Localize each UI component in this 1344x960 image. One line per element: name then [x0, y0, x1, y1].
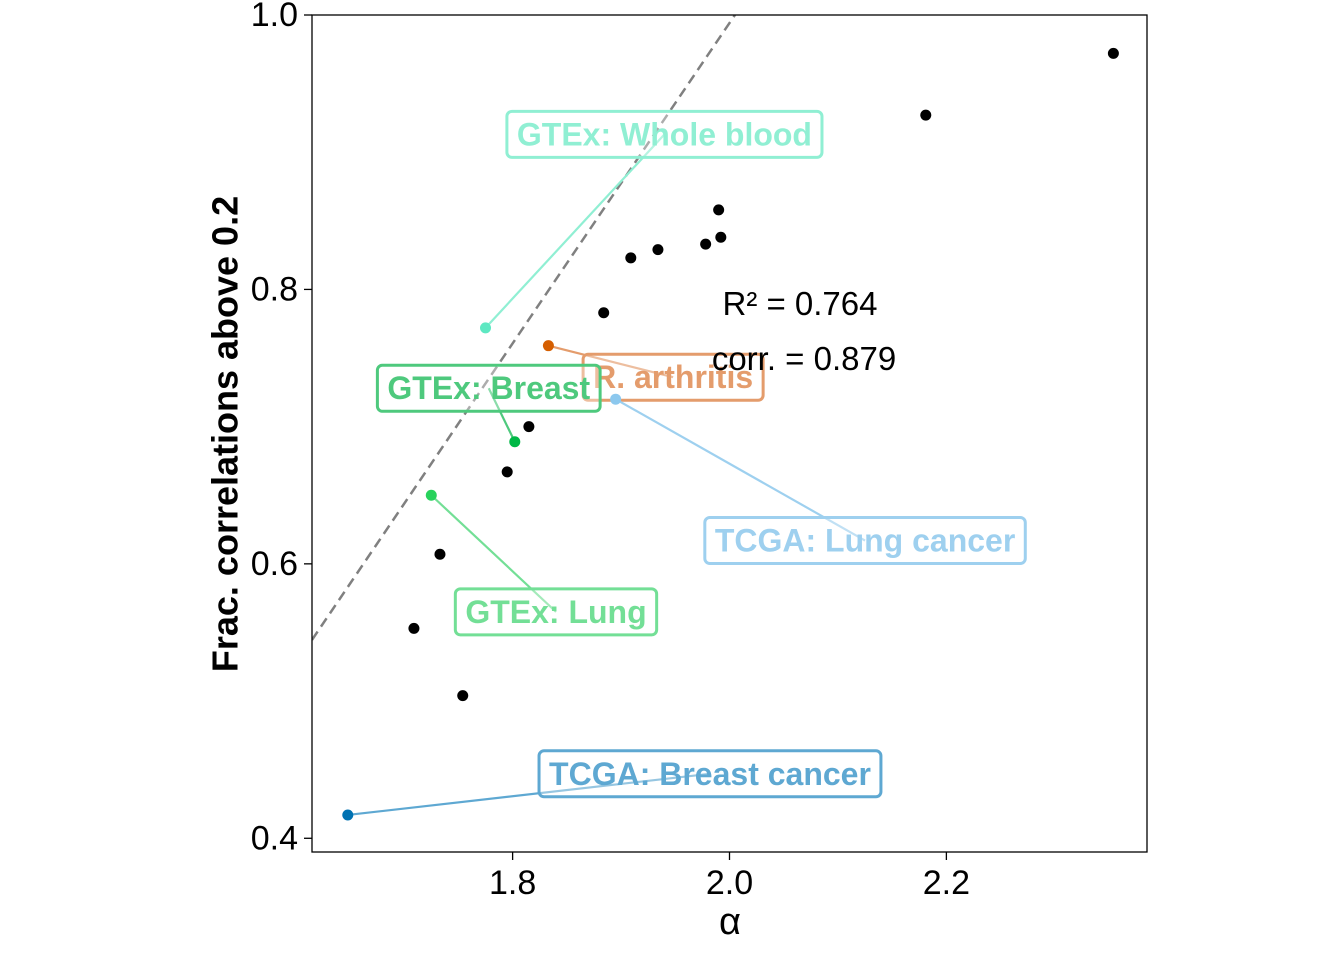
callout-3: GTEx: Breast [375, 363, 602, 443]
x-axis-title: α [719, 901, 741, 943]
data-point-13 [1107, 47, 1119, 59]
y-tick-label: 0.6 [251, 545, 298, 583]
callout-box [537, 749, 883, 799]
labeled-point-1 [480, 322, 492, 334]
callout-leader-line [487, 387, 516, 443]
stat-r2: R² = 0.764 [722, 285, 877, 322]
callout-leader-line [430, 494, 557, 613]
callout-label: GTEx: Breast [387, 370, 590, 406]
data-point-12 [920, 109, 932, 121]
labeled-point-5 [425, 489, 437, 501]
points-layer [408, 47, 1119, 702]
callout-4: TCGA: Lung cancer [615, 398, 1027, 566]
callout-leader-line [347, 772, 711, 817]
callout-label: GTEx: Whole blood [517, 116, 812, 152]
fit-line [312, 15, 736, 641]
data-point-6 [598, 307, 610, 319]
axes-layer: 0.4 0.6 0.8 1.0 1.8 2.0 2.2 [251, 0, 1148, 902]
callout-1: GTEx: Whole blood [484, 109, 824, 329]
y-tick-label: 0.8 [251, 270, 298, 308]
labeled-point-3 [509, 436, 521, 448]
callout-leader-line [548, 344, 674, 379]
callout-2: R. arthritis [548, 344, 765, 402]
data-point-10 [713, 204, 725, 216]
callout-label: GTEx: Lung [465, 594, 646, 630]
y-axis-title: Frac. correlations above 0.2 [205, 196, 246, 672]
callout-label: TCGA: Lung cancer [715, 523, 1015, 559]
data-point-8 [652, 244, 664, 256]
callout-box [453, 587, 659, 637]
stat-corr: corr. = 0.879 [712, 340, 896, 377]
callout-leader-line [484, 133, 666, 329]
y-tick-label: 1.0 [251, 0, 298, 34]
x-tick-label: 1.8 [489, 864, 536, 902]
callout-6: TCGA: Breast cancer [347, 749, 883, 817]
data-point-5 [523, 421, 535, 433]
callout-box [375, 363, 602, 413]
data-point-4 [501, 466, 513, 478]
y-tick-label: 0.4 [251, 819, 298, 857]
callout-box [703, 516, 1027, 566]
callout-5: GTEx: Lung [430, 494, 659, 637]
x-tick-label: 2.0 [706, 864, 753, 902]
data-point-1 [408, 622, 420, 634]
labeled-point-2 [542, 340, 554, 352]
labeled-point-4 [610, 393, 622, 405]
data-point-7 [625, 252, 637, 264]
x-tick-label: 2.2 [923, 864, 970, 902]
fit-line-layer [312, 15, 736, 641]
data-point-9 [700, 238, 712, 250]
callout-label: TCGA: Breast cancer [549, 756, 871, 792]
data-point-3 [457, 690, 469, 702]
callout-box [505, 109, 824, 159]
data-point-11 [715, 231, 727, 243]
labeled-point-6 [342, 809, 354, 821]
callout-label: R. arthritis [593, 359, 753, 395]
data-point-2 [434, 548, 446, 560]
callout-box [581, 352, 765, 402]
